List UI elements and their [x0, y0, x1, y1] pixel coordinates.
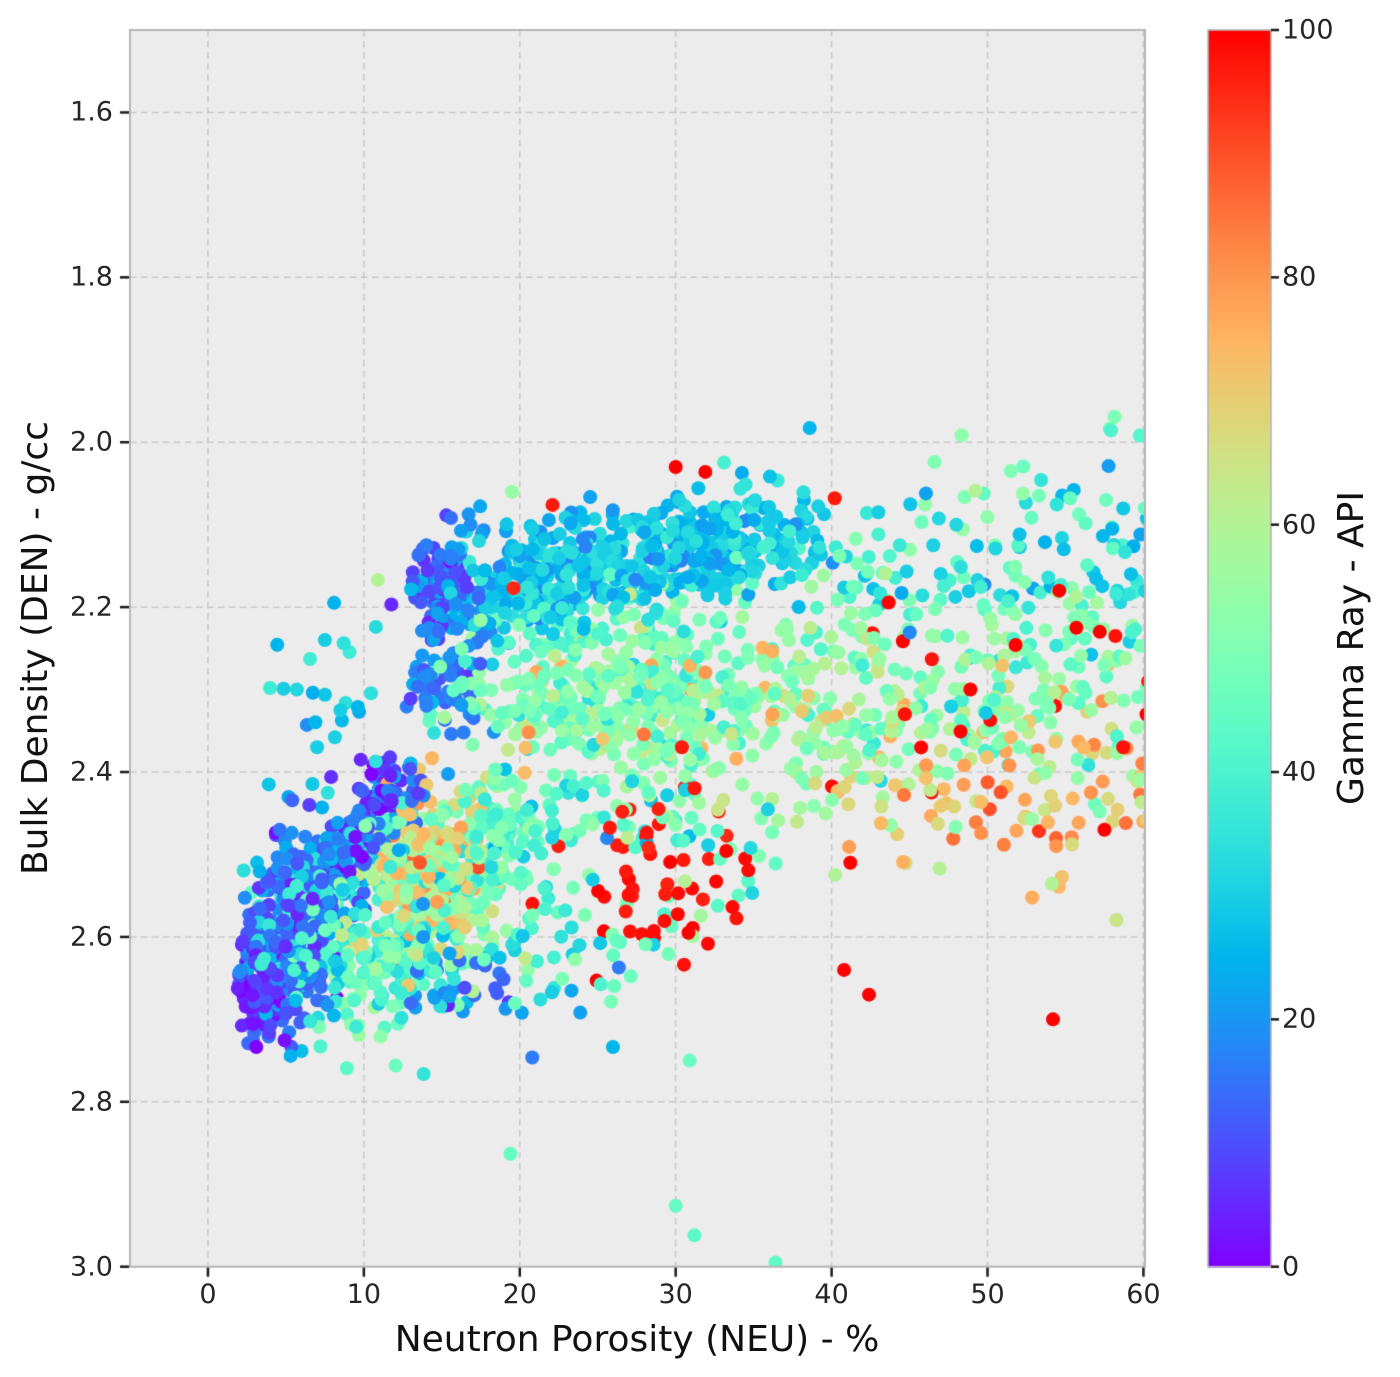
scatter-plot-canvas [0, 0, 1400, 1377]
density-neutron-crossplot-figure: Neutron Porosity (NEU) - % Bulk Density … [0, 0, 1400, 1377]
